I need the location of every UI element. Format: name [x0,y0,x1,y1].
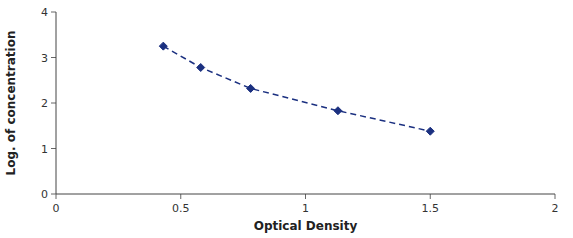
tick-mark [56,194,57,199]
tick-mark [430,194,431,199]
tick-mark [51,57,56,58]
line [163,46,430,131]
tick-label: 1 [41,143,48,156]
tick-mark [51,194,56,195]
x-axis-title: Optical Density [254,219,358,233]
y-axis-line [56,12,57,194]
tick-mark [51,12,56,13]
marker [247,84,255,92]
tick-mark [555,194,556,199]
tick-label: 2 [552,202,559,215]
chart: 0 0.5 1 1.5 2 0 1 2 3 4 Optical Density Log. of con… [0,0,573,238]
marker [334,107,342,115]
y-axis-title: Log. of concentration [4,31,18,176]
tick-label: 1 [302,202,309,215]
tick-label: 3 [41,52,48,65]
axes: 0 0.5 1 1.5 2 0 1 2 3 4 [41,6,559,215]
x-axis-line [56,194,555,195]
tick-mark [305,194,306,199]
tick-mark [51,103,56,104]
tick-label: 1.5 [422,202,440,215]
tick-label: 0 [53,202,60,215]
tick-label: 0 [41,188,48,201]
marker [197,64,205,72]
tick-label: 0.5 [172,202,190,215]
marker [426,127,434,135]
tick-mark [180,194,181,199]
series [159,42,434,135]
tick-mark [51,148,56,149]
tick-label: 2 [41,97,48,110]
tick-label: 4 [41,6,48,19]
marker [159,42,167,50]
